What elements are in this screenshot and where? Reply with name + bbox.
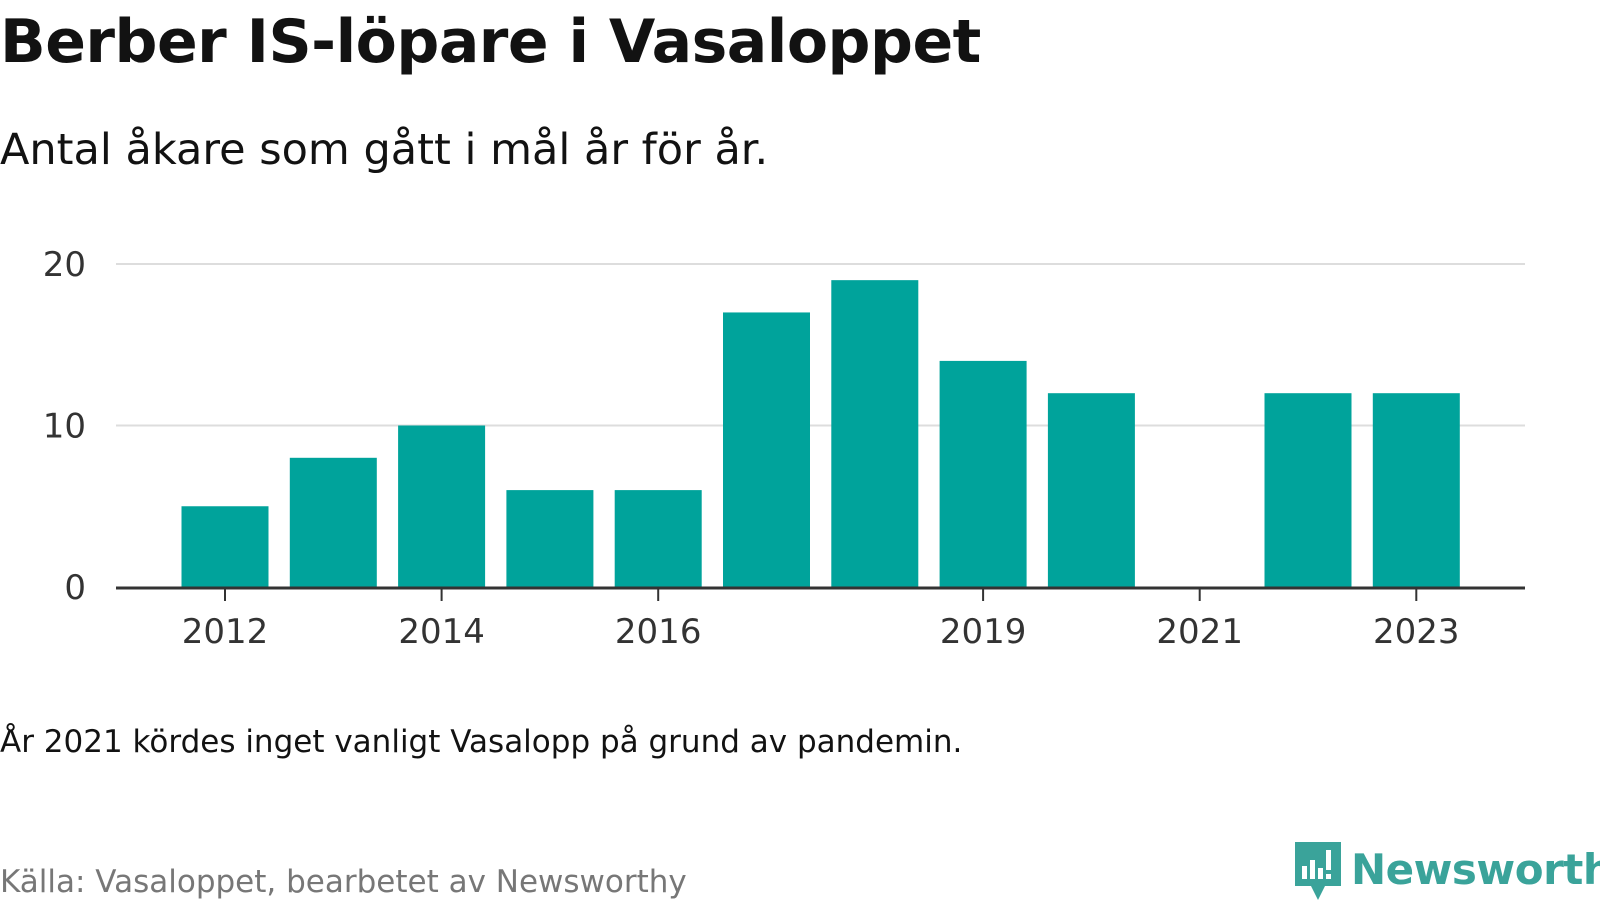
source-text: Källa: Vasaloppet, bearbetet av Newswort… [0,864,687,900]
chart-title: Berber IS-löpare i Vasaloppet [0,7,981,77]
x-tick-label: 2012 [182,612,269,652]
bar [723,312,810,587]
bar-chart-speech-bubble-icon [1295,842,1341,900]
x-tick-label: 2023 [1373,612,1460,652]
x-tick-label: 2014 [398,612,485,652]
y-tick-label: 0 [64,568,86,608]
bar [1264,393,1352,587]
bar [1047,393,1135,587]
brand-name: Newsworthy [1351,845,1600,894]
bar [181,506,269,587]
bar [831,280,919,587]
x-tick-label: 2016 [615,612,702,652]
chart-note: År 2021 kördes inget vanligt Vasalopp på… [0,724,963,760]
bar-chart: 0 10 20 2012 2014 2016 2019 2021 2023 [43,245,1525,652]
bar [939,360,1027,587]
newsworthy-logo: Newsworthy [1293,838,1600,902]
bar [506,490,594,587]
x-tick-label: 2019 [940,612,1027,652]
y-tick-label: 10 [43,407,86,447]
bar [1372,393,1460,587]
chart-subtitle: Antal åkare som gått i mål år för år. [0,125,769,175]
y-tick-label: 20 [43,245,86,285]
bar [289,457,377,587]
bar [398,425,486,587]
bar [614,490,702,587]
x-tick-label: 2021 [1156,612,1243,652]
